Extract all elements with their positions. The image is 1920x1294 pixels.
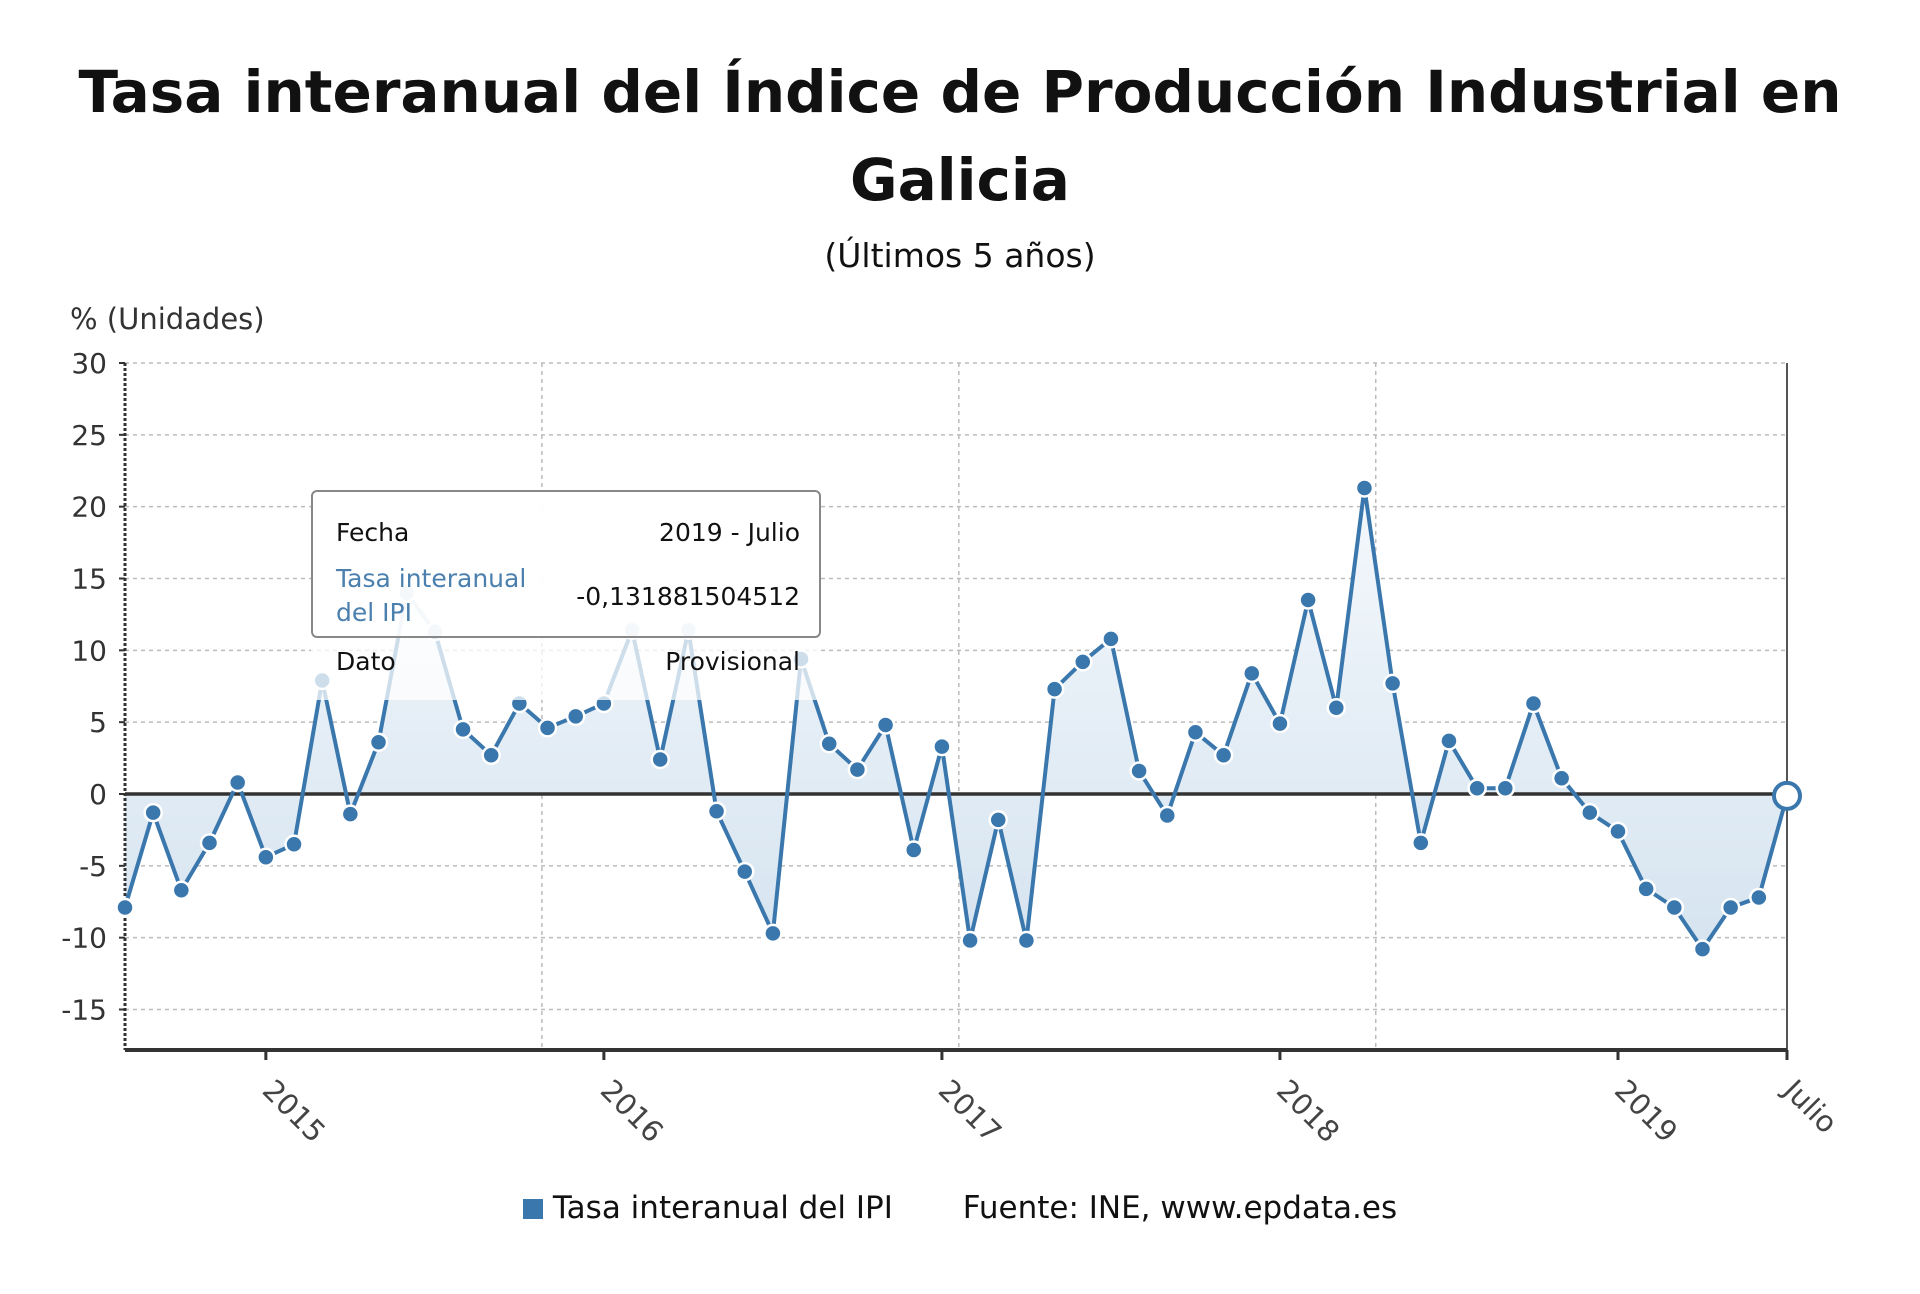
data-point [1185, 722, 1206, 742]
data-point [1044, 679, 1065, 699]
data-point [256, 847, 276, 867]
data-point [565, 706, 586, 727]
tooltip-row-fecha: Fecha 2019 - Julio [336, 518, 800, 547]
data-point [1129, 761, 1149, 781]
data-point [1523, 693, 1544, 714]
data-point [1298, 590, 1318, 610]
x-tick-label: 2018 [1270, 1073, 1346, 1149]
data-point [481, 745, 501, 765]
y-tick-label: 25 [71, 419, 107, 452]
tooltip-dato-label: Dato [336, 647, 396, 676]
data-point [1467, 778, 1487, 799]
data-point [932, 736, 952, 757]
source-note: Fuente: INE, www.epdata.es [962, 1190, 1398, 1226]
data-point [1580, 802, 1600, 823]
data-point [227, 772, 248, 793]
data-point [1242, 663, 1262, 684]
tooltip-series-value: -0,131881504512 [576, 581, 800, 611]
data-point [143, 802, 163, 823]
x-tick-label: 2016 [594, 1073, 670, 1149]
data-point [1270, 713, 1290, 734]
data-point [1720, 897, 1741, 918]
tooltip-dato-value: Provisional [665, 647, 800, 676]
tooltip-fecha-label: Fecha [336, 518, 410, 547]
y-tick-label: -10 [61, 922, 107, 955]
data-point [368, 732, 389, 753]
data-point [1439, 731, 1459, 751]
legend-series-label: Tasa interanual del IPI [552, 1190, 893, 1226]
data-point [1411, 833, 1431, 853]
y-tick-label: -15 [61, 994, 107, 1027]
data-point [1213, 745, 1234, 765]
data-point [819, 733, 839, 754]
data-point [763, 923, 783, 944]
data-point [960, 930, 980, 951]
chart-title: Tasa interanual del Índice de Producción… [78, 58, 1842, 214]
data-point [1692, 939, 1713, 959]
data-point [988, 810, 1009, 830]
series-area [125, 487, 1787, 950]
y-tick-label: 10 [71, 634, 107, 667]
data-point [650, 749, 670, 770]
data-point [1382, 673, 1403, 694]
data-point [1608, 821, 1628, 842]
chart-subtitle: (Últimos 5 años) [824, 236, 1096, 275]
data-point [875, 715, 896, 735]
y-axis-label: % (Unidades) [70, 302, 265, 336]
data-point [115, 897, 135, 918]
data-point [734, 861, 755, 882]
data-point [1073, 652, 1093, 672]
y-tick-label: 20 [71, 491, 107, 524]
x-tick-label: 2015 [256, 1073, 332, 1149]
data-point [171, 880, 192, 901]
data-point [340, 804, 361, 824]
data-point [453, 719, 473, 740]
data-point-highlighted [1772, 780, 1802, 811]
data-point [1354, 478, 1375, 498]
tooltip-series-label: Tasa interanual del IPI [336, 564, 527, 627]
data-point [1326, 698, 1347, 718]
data-point [1749, 887, 1769, 908]
tooltip-fecha-value: 2019 - Julio [659, 518, 800, 547]
x-tick-label: Julio [1776, 1071, 1844, 1139]
data-point [706, 801, 727, 821]
data-point [1495, 778, 1516, 799]
data-point [199, 833, 220, 853]
tooltip-row-series: Tasa interanual del IPI -0,131881504512 [336, 562, 800, 630]
tooltip [311, 490, 821, 638]
tooltip-row-dato: Dato Provisional [336, 647, 800, 676]
data-point [903, 840, 924, 860]
x-tick-label: 2017 [932, 1073, 1008, 1149]
legend: Tasa interanual del IPI Fuente: INE, www… [0, 1190, 1920, 1226]
data-point [1636, 879, 1656, 899]
y-tick-label: 30 [71, 347, 107, 380]
data-point [1551, 768, 1572, 788]
data-point [1157, 805, 1178, 826]
data-point [847, 759, 868, 780]
y-tick-label: 0 [89, 778, 107, 811]
x-tick-label: 2019 [1608, 1073, 1684, 1149]
data-point [537, 718, 558, 738]
data-point [284, 834, 304, 855]
y-tick-label: -5 [79, 850, 107, 883]
y-tick-label: 15 [71, 563, 107, 596]
data-point [1016, 930, 1037, 951]
data-point [1664, 897, 1685, 918]
legend-swatch [522, 1199, 543, 1219]
y-tick-label: 5 [89, 706, 107, 739]
data-point [1101, 629, 1121, 649]
